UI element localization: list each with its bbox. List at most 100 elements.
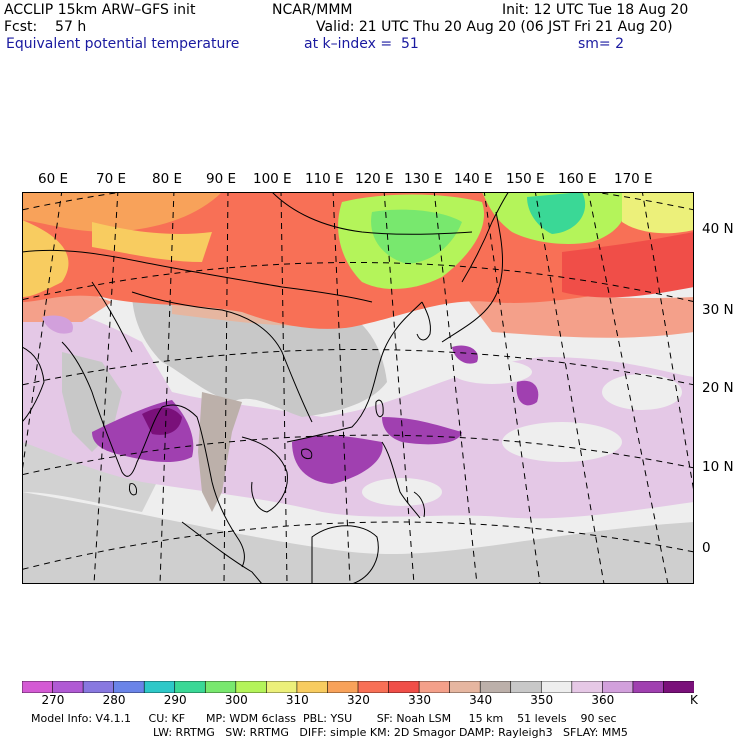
lat-label: 30 N — [702, 302, 734, 318]
lon-label: 100 E — [253, 171, 292, 187]
colorbar-swatch — [449, 681, 481, 693]
lon-label: 140 E — [454, 171, 493, 187]
lat-label: 10 N — [702, 459, 734, 475]
lat-label: 40 N — [702, 221, 734, 237]
colorbar-swatch — [204, 681, 237, 693]
philippines — [381, 441, 425, 519]
lon-label: 170 E — [614, 171, 653, 187]
valid-time: Valid: 21 UTC Thu 20 Aug 20 (06 JST Fri … — [316, 19, 673, 35]
colorbar-swatch — [82, 681, 115, 693]
lon-label: 150 E — [506, 171, 545, 187]
colorbar-swatch — [327, 681, 359, 693]
colorbar-swatch — [418, 681, 451, 693]
lon-label: 160 E — [558, 171, 597, 187]
indochina-gray — [198, 392, 242, 512]
colorbar-swatch — [235, 681, 268, 693]
colorbar-swatch — [357, 681, 390, 693]
ocean-patch — [362, 478, 442, 506]
colorbar-swatch — [266, 681, 298, 693]
sumatra — [181, 521, 263, 584]
burma-coast — [161, 404, 213, 483]
tropical-theta-e-region — [22, 309, 694, 519]
pacific-convection — [452, 345, 478, 364]
colorbar-tick-label: 330 — [408, 693, 431, 707]
russia-border — [271, 192, 473, 235]
colorbar-swatch — [22, 681, 54, 693]
colorbar-swatch — [510, 681, 543, 693]
meridian-140e — [483, 192, 541, 584]
init-time: Init: 12 UTC Tue 18 Aug 20 — [502, 2, 689, 18]
parallel-40n — [22, 192, 694, 211]
india-coast — [61, 341, 163, 477]
ocean-patch — [602, 374, 682, 410]
borneo — [311, 525, 379, 584]
purple-patch — [42, 315, 73, 334]
sri-lanka — [129, 483, 137, 496]
china-border — [131, 291, 313, 423]
pacific-convection — [516, 380, 539, 406]
colorbar-tick-label: 350 — [530, 693, 554, 707]
lon-label: 130 E — [404, 171, 443, 187]
colorbar-tick-label: 320 — [347, 693, 370, 707]
colorbar-tick-label: 270 — [41, 693, 65, 707]
graticule — [22, 192, 694, 584]
colorbar-tick-label: 290 — [163, 693, 187, 707]
lon-label: 60 E — [38, 171, 68, 187]
yellow-zone — [92, 222, 212, 262]
china-coast — [286, 301, 423, 443]
colorbar-swatch — [52, 681, 84, 693]
colorbar-swatch — [479, 681, 512, 693]
ocean-patch — [452, 360, 532, 384]
taiwan — [375, 399, 384, 418]
korea — [416, 301, 431, 341]
russia-coast — [461, 192, 510, 283]
model-title: ACCLIP 15km ARW–GFS init — [4, 2, 196, 18]
bay-of-bengal-core — [142, 407, 182, 435]
south-china-sea-convection — [292, 435, 383, 484]
theta-e-map — [22, 192, 694, 584]
colorbar-swatch — [388, 681, 420, 693]
colorbar-swatch — [602, 681, 634, 693]
meridian-130e — [433, 192, 478, 584]
colorbar-swatch — [632, 681, 665, 693]
forecast-hour: Fcst: 57 h — [4, 19, 87, 35]
colorbar-swatch — [296, 681, 329, 693]
smoothing-info: sm= 2 — [578, 36, 625, 52]
parallel-10n — [22, 434, 694, 476]
yellow-zone — [622, 192, 694, 234]
colorbar-unit: K — [690, 693, 698, 707]
pakistan-border — [91, 281, 133, 353]
green-zone — [371, 209, 462, 264]
footer-model-info: Model Info: V4.1.1 CU: KF MP: WDM 6class… — [31, 712, 617, 725]
colorbar-tick-label: 340 — [469, 693, 493, 707]
lon-label: 90 E — [206, 171, 236, 187]
meridian-170e — [641, 192, 694, 493]
southern-gray-band — [22, 492, 694, 584]
colorbar-swatch — [540, 681, 573, 693]
coastlines — [22, 192, 510, 584]
colorbar-tick-label: 310 — [285, 693, 309, 707]
lon-label: 110 E — [305, 171, 344, 187]
lat-label: 0 — [702, 540, 711, 556]
yellow-zone — [22, 220, 69, 297]
malay-peninsula — [211, 481, 245, 568]
orange-zone — [22, 192, 222, 232]
parallel-20n — [22, 349, 694, 386]
lat-label: 20 N — [702, 380, 734, 396]
lon-label: 120 E — [355, 171, 394, 187]
meridian-160e — [587, 192, 669, 584]
meridian-60e — [22, 192, 63, 473]
arabia-coast — [22, 346, 45, 423]
colorbar-swatch — [571, 681, 604, 693]
colorbar-swatch — [174, 681, 207, 693]
colorbar-swatch — [143, 681, 176, 693]
meridian-150e — [534, 192, 605, 584]
colorbar-tick-label: 360 — [591, 693, 615, 707]
lon-label: 80 E — [152, 171, 182, 187]
footer-physics-info: LW: RRTMG SW: RRTMG DIFF: simple KM: 2D … — [153, 726, 628, 739]
colorbar-tick-label: 280 — [102, 693, 126, 707]
colorbar-swatch — [113, 681, 145, 693]
green-zone — [527, 192, 586, 234]
red-zone — [562, 232, 694, 298]
map-frame — [22, 192, 694, 584]
